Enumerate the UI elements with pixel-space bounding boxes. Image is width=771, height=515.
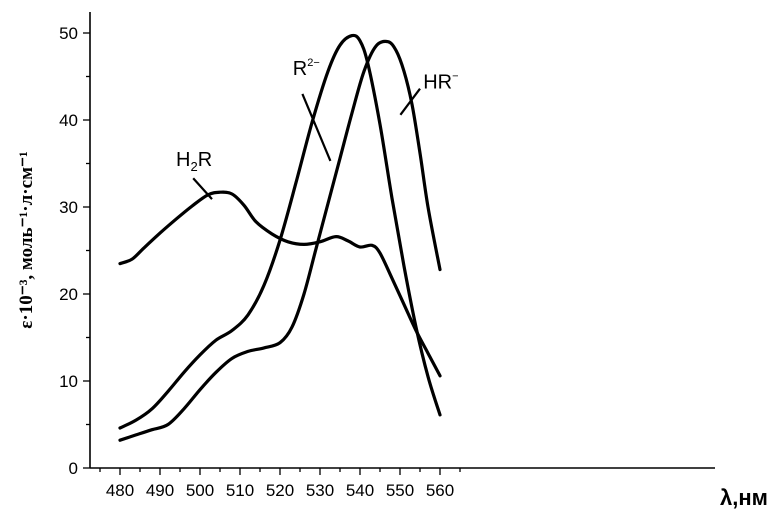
series-label-h2r: H2R: [176, 149, 212, 174]
y-tick-label: 40: [59, 111, 78, 130]
series-labels: H2R R2− HR−: [176, 57, 459, 200]
x-tick-label: 520: [266, 481, 294, 500]
series-line-r2: [118, 33, 442, 430]
x-tick-label: 490: [146, 481, 174, 500]
x-tick-label: 560: [426, 481, 454, 500]
series-label-hr: HR−: [423, 71, 458, 94]
leader-line-h2r: [192, 177, 213, 200]
leader-line-hr: [399, 88, 421, 116]
x-tick-label: 480: [106, 481, 134, 500]
x-tick-label: 510: [226, 481, 254, 500]
series-line-h2r: [118, 190, 442, 378]
axes: [89, 12, 715, 469]
y-tick-label: 20: [59, 285, 78, 304]
y-axis-label: ε·10⁻³, моль⁻¹·л·см⁻¹: [16, 151, 37, 329]
series-label-r2: R2−: [293, 57, 320, 80]
y-ticks: 0 10 20 30 40 50: [59, 24, 90, 478]
x-ticks: 480 490 500 510 520 530 540 550 560: [99, 468, 461, 500]
x-tick-label: 500: [186, 481, 214, 500]
y-tick-label: 50: [59, 24, 78, 43]
y-tick-label: 10: [59, 372, 78, 391]
series-curves: [118, 33, 442, 442]
y-tick-label: 30: [59, 198, 78, 217]
series-line-hr: [118, 39, 442, 442]
leader-line-r2: [301, 93, 332, 162]
x-tick-label: 540: [346, 481, 374, 500]
x-tick-label: 550: [386, 481, 414, 500]
y-tick-label: 0: [69, 459, 78, 478]
x-axis-label: λ,нм: [720, 485, 768, 510]
x-tick-label: 530: [306, 481, 334, 500]
